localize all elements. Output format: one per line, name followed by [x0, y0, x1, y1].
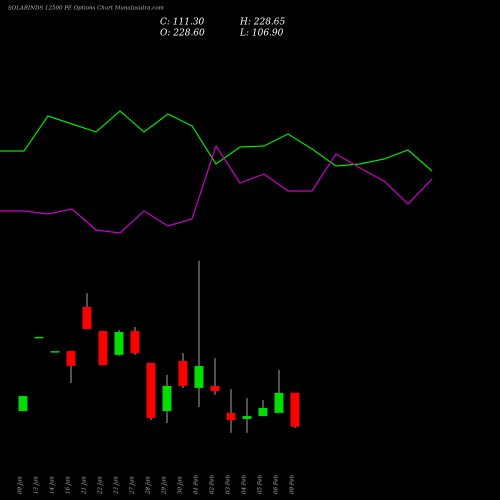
line-series — [0, 110, 433, 172]
candle-body — [98, 331, 108, 366]
candle-body — [178, 360, 188, 386]
candle-body — [66, 351, 76, 366]
x-tick-label: 14 Jan — [50, 476, 56, 494]
open-label: O: 228.60 — [160, 29, 205, 39]
x-tick-label: 13 Jan — [34, 476, 40, 494]
candle-body — [258, 407, 268, 417]
x-tick-label: 22 Jan — [98, 476, 104, 495]
x-tick-label: 05 Feb — [258, 474, 264, 494]
x-tick-label: 29 Jan — [162, 476, 168, 495]
candle-body — [162, 385, 172, 412]
close-label: C: 111.30 — [160, 18, 205, 28]
x-tick-label: 04 Feb — [242, 474, 248, 494]
candle-body — [34, 336, 44, 339]
candle-body — [18, 396, 28, 412]
x-tick-label: 27 Jan — [130, 476, 136, 495]
x-tick-label: 21 Jan — [82, 476, 88, 495]
candle-body — [210, 385, 220, 392]
x-tick-label: 02 Feb — [210, 474, 216, 494]
x-tick-label: 16 Jan — [66, 476, 72, 494]
candle-body — [82, 307, 92, 330]
candle-body — [114, 331, 124, 355]
candle-body — [226, 412, 236, 421]
x-tick-label: 09 Feb — [290, 474, 296, 494]
x-tick-label: 09 Jan — [18, 476, 24, 494]
low-label: L: 106.90 — [239, 29, 284, 39]
x-tick-label: 30 Jan — [178, 476, 184, 494]
x-tick-label: 28 Jan — [146, 476, 152, 495]
x-tick-label: 06 Feb — [274, 474, 280, 494]
candle-body — [194, 365, 204, 388]
x-tick-label: 01 Feb — [194, 474, 200, 494]
candle-body — [242, 416, 252, 419]
x-tick-label: 23 Jan — [114, 476, 120, 495]
x-tick-label: 03 Feb — [226, 474, 232, 494]
candle-body — [130, 331, 140, 354]
candle-body — [146, 363, 156, 419]
candle-body — [290, 392, 300, 427]
high-label: H: 228.65 — [239, 18, 286, 28]
chart-title: SOLARINDS 12500 PE Options Chart Munafas… — [8, 6, 164, 12]
candle-body — [274, 392, 284, 413]
candle-body — [50, 351, 60, 353]
line-series — [0, 144, 433, 234]
